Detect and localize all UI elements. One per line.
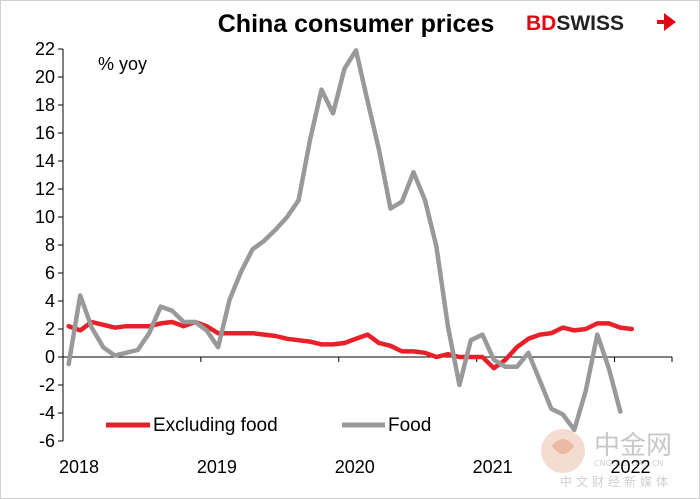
legend: Excluding food Food — [106, 415, 431, 436]
x-tick-label: 2022 — [611, 457, 651, 477]
watermark-name: 中金网 — [594, 431, 672, 461]
y-tick-label: 14 — [35, 151, 55, 171]
y-tick-label: 22 — [35, 39, 55, 59]
y-tick-label: 8 — [45, 235, 55, 255]
legend-label-excluding-food: Excluding food — [153, 415, 278, 436]
watermark-flame-icon — [552, 439, 574, 454]
series-line-excluding-food — [66, 319, 635, 371]
y-tick-label: -6 — [39, 431, 55, 451]
y-tick-label: 2 — [45, 319, 55, 339]
brand-bd-text: BD — [526, 12, 556, 35]
y-tick-label: 0 — [45, 347, 55, 367]
x-tick-label: 2020 — [335, 457, 375, 477]
y-axis-unit-label: % yoy — [98, 54, 147, 74]
legend-label-food: Food — [388, 415, 431, 436]
y-tick-label: 18 — [35, 95, 55, 115]
brand-swiss-text: SWISS — [556, 12, 624, 35]
x-tick-label: 2018 — [59, 457, 99, 477]
x-tick-label: 2021 — [473, 457, 513, 477]
chart-title: China consumer prices — [218, 10, 494, 38]
x-tick-label: 2019 — [197, 457, 237, 477]
watermark-tagline: 中文财经新媒体 — [560, 474, 672, 489]
series-layer — [66, 48, 635, 433]
y-tick-label: -4 — [39, 403, 55, 423]
y-tick-label: 20 — [35, 67, 55, 87]
watermark-url: CNGOLD.ORG.CN — [594, 459, 663, 468]
y-tick-label: 16 — [35, 123, 55, 143]
watermark: 中金网 CNGOLD.ORG.CN 中文财经新媒体 — [541, 429, 672, 489]
svg-text:BDSWISS: BDSWISS — [526, 12, 624, 35]
brand-logo: BDSWISS — [526, 12, 676, 35]
brand-arrow-icon — [664, 13, 676, 31]
series-line-food — [66, 48, 623, 433]
y-tick-label: -2 — [39, 375, 55, 395]
y-tick-label: 10 — [35, 207, 55, 227]
brand-arrow-stem-icon — [657, 20, 666, 24]
y-tick-label: 12 — [35, 179, 55, 199]
y-tick-label: 6 — [45, 263, 55, 283]
y-tick-label: 4 — [45, 291, 55, 311]
